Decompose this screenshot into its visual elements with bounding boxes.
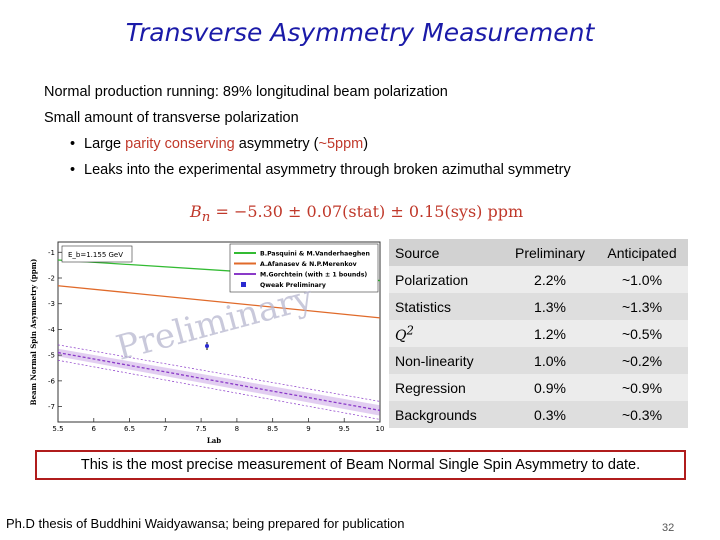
plot-xlabel: Lab — [207, 436, 221, 445]
bullet-dot-icon: • — [70, 136, 76, 152]
gorchtein-bound-line — [57, 359, 381, 420]
x-tick-label: 5.5 — [52, 425, 63, 433]
header-preliminary: Preliminary — [504, 239, 596, 266]
table-row: Statistics 1.3% ~1.3% — [389, 293, 688, 320]
row-anticipated: ~0.2% — [596, 347, 688, 374]
y-ticks: -1 -2 -3 -4 -5 -6 -7 — [48, 249, 62, 411]
page-number: 32 — [662, 522, 675, 534]
row-source: Q2 — [389, 320, 504, 347]
table-row: Polarization 2.2% ~1.0% — [389, 266, 688, 293]
bullet-dot-icon: • — [70, 162, 76, 178]
table-row: Regression 0.9% ~0.9% — [389, 374, 688, 401]
legend-label: A.Afanasev & N.P.Merenkov — [260, 261, 357, 268]
x-tick-label: 8 — [235, 425, 239, 433]
row-source: Statistics — [389, 293, 504, 320]
intro-line-2: Small amount of transverse polarization — [44, 110, 299, 126]
x-tick-label: 10 — [376, 425, 384, 433]
x-tick-label: 9 — [306, 425, 310, 433]
row-preliminary: 1.2% — [504, 320, 596, 347]
y-tick-label: -7 — [48, 403, 55, 411]
bullet-2-text: Leaks into the experimental asymmetry th… — [84, 162, 571, 178]
footer-citation: Ph.D thesis of Buddhini Waidyawansa; bei… — [6, 516, 405, 531]
row-preliminary: 1.3% — [504, 293, 596, 320]
bullet-1-highlight: parity conserving — [125, 136, 235, 152]
legend-label: M.Gorchtein (with ± 1 bounds) — [260, 272, 367, 279]
header-anticipated: Anticipated — [596, 239, 688, 266]
formula-rest: = −5.30 ± 0.07(stat) ± 0.15(sys) ppm — [210, 202, 524, 221]
gorchtein-bound-line — [57, 344, 381, 402]
intro-line-1: Normal production running: 89% longitudi… — [44, 84, 448, 100]
row-source: Polarization — [389, 266, 504, 293]
table-row: Q2 1.2% ~0.5% — [389, 320, 688, 347]
bullet-1-value: ~5ppm — [318, 136, 364, 152]
row-anticipated: ~1.3% — [596, 293, 688, 320]
y-tick-label: -5 — [48, 352, 55, 360]
x-tick-label: 7 — [163, 425, 167, 433]
bn-formula: Bn = −5.30 ± 0.07(stat) ± 0.15(sys) ppm — [190, 202, 523, 225]
row-preliminary: 2.2% — [504, 266, 596, 293]
plot-legend: B.Pasquini & M.Vanderhaeghen A.Afanasev &… — [234, 251, 370, 289]
y-tick-label: -4 — [48, 326, 56, 334]
slide-title: Transverse Asymmetry Measurement — [125, 18, 595, 47]
q2-label: Q2 — [395, 323, 414, 344]
y-tick-label: -2 — [48, 275, 55, 283]
table-row: Non-linearity 1.0% ~0.2% — [389, 347, 688, 374]
x-tick-label: 9.5 — [339, 425, 350, 433]
row-source: Non-linearity — [389, 347, 504, 374]
x-tick-label: 6.5 — [124, 425, 135, 433]
energy-label: E_b=1.155 GeV — [68, 251, 123, 259]
asymmetry-plot: -1 -2 -3 -4 -5 -6 -7 5.5 6 6.5 7 7.5 8 8.5 9 9.5 10 Bea… — [29, 241, 384, 445]
formula-symbol: B — [190, 202, 202, 221]
formula-subscript: n — [201, 210, 211, 226]
afanasev-line — [57, 285, 381, 319]
plot-ylabel: Beam Normal Spin Asymmetry (ppm) — [29, 259, 38, 406]
row-preliminary: 0.3% — [504, 401, 596, 428]
row-anticipated: ~1.0% — [596, 266, 688, 293]
row-anticipated: ~0.5% — [596, 320, 688, 347]
y-tick-label: -3 — [48, 300, 55, 308]
bullet-1-text-c: ) — [363, 136, 369, 152]
x-tick-label: 7.5 — [196, 425, 207, 433]
y-tick-label: -1 — [48, 249, 55, 257]
row-anticipated: ~0.9% — [596, 374, 688, 401]
gorchtein-band — [58, 348, 380, 416]
row-preliminary: 0.9% — [504, 374, 596, 401]
table-row: Backgrounds 0.3% ~0.3% — [389, 401, 688, 428]
theory-bands — [58, 348, 380, 416]
bullet-1-text-a: Large — [84, 136, 126, 152]
legend-swatch — [241, 282, 246, 287]
row-anticipated: ~0.3% — [596, 401, 688, 428]
uncertainty-table: Source Preliminary Anticipated Polarizat… — [389, 239, 688, 428]
bullet-2: • Leaks into the experimental asymmetry t… — [70, 162, 571, 178]
bullet-1: • Large parity conserving asymmetry (~5pp… — [70, 136, 368, 152]
legend-label: Qweak Preliminary — [260, 282, 326, 289]
legend-label: B.Pasquini & M.Vanderhaeghen — [260, 251, 370, 258]
x-tick-label: 6 — [92, 425, 97, 433]
table-header-row: Source Preliminary Anticipated — [389, 239, 688, 266]
q2-superscript: 2 — [406, 323, 414, 338]
row-source: Backgrounds — [389, 401, 504, 428]
x-ticks: 5.5 6 6.5 7 7.5 8 8.5 9 9.5 10 — [52, 418, 384, 433]
gorchtein-line — [57, 351, 381, 412]
qweak-data-point — [205, 344, 209, 348]
x-tick-label: 8.5 — [267, 425, 278, 433]
header-source: Source — [389, 239, 504, 266]
conclusion-banner: This is the most precise measurement of … — [35, 450, 686, 480]
row-source: Regression — [389, 374, 504, 401]
row-preliminary: 1.0% — [504, 347, 596, 374]
y-tick-label: -6 — [48, 377, 56, 385]
bullet-1-text-b: asymmetry ( — [234, 136, 319, 152]
